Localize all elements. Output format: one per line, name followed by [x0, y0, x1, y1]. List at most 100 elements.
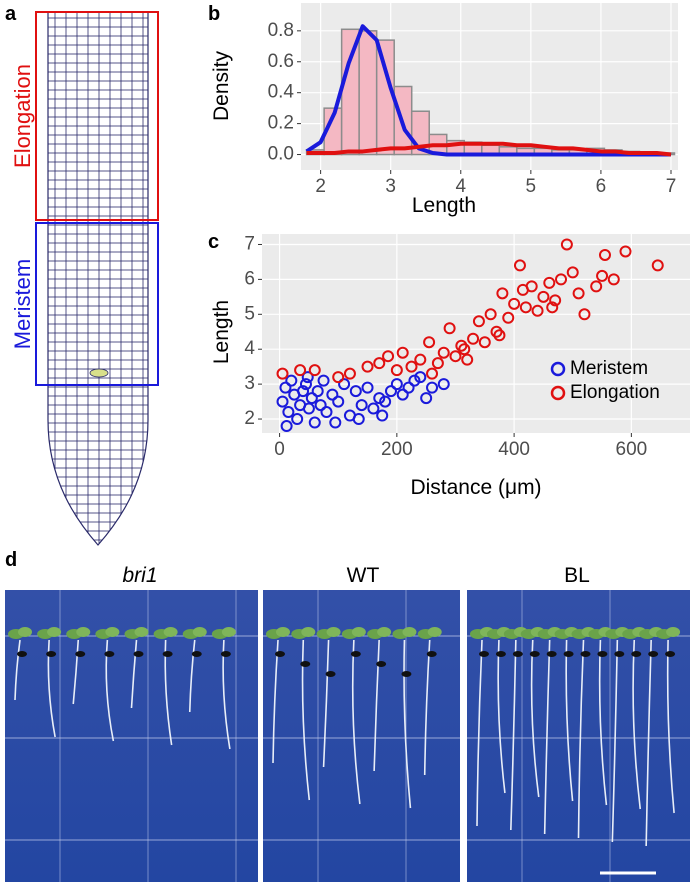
mark — [426, 651, 437, 657]
root — [530, 639, 540, 798]
scatter-point — [379, 395, 392, 408]
scatter-point — [326, 388, 339, 401]
root — [322, 639, 330, 768]
y-tick-label: 7 — [244, 233, 255, 254]
leaf — [76, 627, 91, 637]
root — [403, 639, 412, 809]
panel-label: d — [5, 549, 17, 571]
root — [14, 639, 21, 701]
mark — [300, 661, 311, 667]
scatter-point — [543, 276, 556, 289]
leaf — [427, 627, 442, 637]
y-tick-label: 0.0 — [268, 144, 294, 165]
scatter-point — [285, 374, 298, 387]
root — [666, 639, 675, 814]
root-drawing — [47, 11, 149, 546]
y-tick-label: 0.2 — [268, 113, 294, 134]
leaf — [377, 627, 392, 637]
scatter-point — [382, 350, 395, 363]
scatter-point — [651, 259, 664, 272]
scatter-point — [455, 339, 468, 352]
scatter-point — [302, 402, 315, 415]
panel-label: c — [208, 231, 219, 253]
mark — [563, 651, 574, 657]
mark — [529, 651, 540, 657]
histogram-bar — [375, 39, 395, 156]
mark — [614, 651, 625, 657]
scatter-point — [376, 409, 389, 422]
scatter-point — [426, 381, 439, 394]
zone-label: Meristem — [10, 259, 35, 349]
y-tick-label: 0.8 — [268, 20, 294, 41]
y-tick-label: 5 — [244, 303, 255, 324]
mark — [350, 651, 361, 657]
root — [47, 639, 56, 738]
x-tick-label: 6 — [596, 176, 607, 197]
scatter-point — [531, 304, 544, 317]
scatter-point — [546, 301, 559, 314]
scatter-point — [420, 392, 433, 405]
root — [645, 639, 652, 847]
mark — [191, 651, 202, 657]
mark — [597, 651, 608, 657]
scatter-point — [390, 378, 403, 391]
x-tick-label: 400 — [498, 439, 530, 460]
mark — [104, 651, 115, 657]
mark — [546, 651, 557, 657]
scatter-point — [560, 238, 573, 251]
scatter-point — [598, 248, 611, 261]
root — [598, 639, 608, 806]
scatter-point — [352, 413, 365, 426]
scatter-point — [332, 395, 345, 408]
legend-marker — [550, 385, 566, 401]
mark — [162, 651, 173, 657]
x-tick-label: 200 — [381, 439, 413, 460]
scatter-point — [301, 371, 314, 384]
scatter-point — [555, 273, 568, 286]
scatter-point — [490, 325, 503, 338]
y-tick-label: 3 — [244, 373, 255, 394]
scatter-point — [361, 381, 374, 394]
scatter-point — [426, 367, 439, 380]
mark — [665, 651, 676, 657]
scatter-point — [572, 287, 585, 300]
scatter-point — [549, 294, 562, 307]
scatter-point — [305, 392, 318, 405]
scatter-point — [461, 353, 474, 366]
panel-label: a — [5, 3, 17, 25]
x-tick-label: 4 — [455, 176, 466, 197]
leaf — [301, 627, 316, 637]
scatter-point — [502, 311, 515, 324]
mark — [325, 671, 336, 677]
scatter-point — [478, 336, 491, 349]
legend-marker — [550, 361, 566, 377]
scatter-point — [279, 381, 292, 394]
legend-label: Elongation — [570, 382, 660, 403]
scatter-point — [437, 346, 450, 359]
scatter-point — [513, 259, 526, 272]
scatter-point — [619, 245, 632, 258]
leaf — [18, 627, 32, 637]
root — [577, 639, 585, 839]
scatter-point — [493, 329, 506, 342]
leaf — [402, 627, 417, 637]
x-tick-label: 7 — [666, 176, 677, 197]
elongation-box — [35, 11, 159, 221]
root — [476, 639, 483, 827]
scatter-point — [355, 399, 368, 412]
plate-label: bri1 — [122, 564, 157, 587]
scatter-point — [402, 381, 415, 394]
panel-label: b — [208, 3, 220, 25]
scatter-point — [361, 360, 374, 373]
scatter-point — [396, 346, 409, 359]
y-axis-title: Length — [210, 300, 233, 364]
leaf — [326, 627, 341, 637]
root — [301, 639, 311, 801]
mark — [495, 651, 506, 657]
scatter-point — [373, 357, 386, 370]
scatter-point — [311, 385, 324, 398]
leaf — [163, 627, 178, 637]
root — [611, 639, 619, 843]
x-tick-label: 3 — [385, 176, 396, 197]
mark — [75, 651, 86, 657]
